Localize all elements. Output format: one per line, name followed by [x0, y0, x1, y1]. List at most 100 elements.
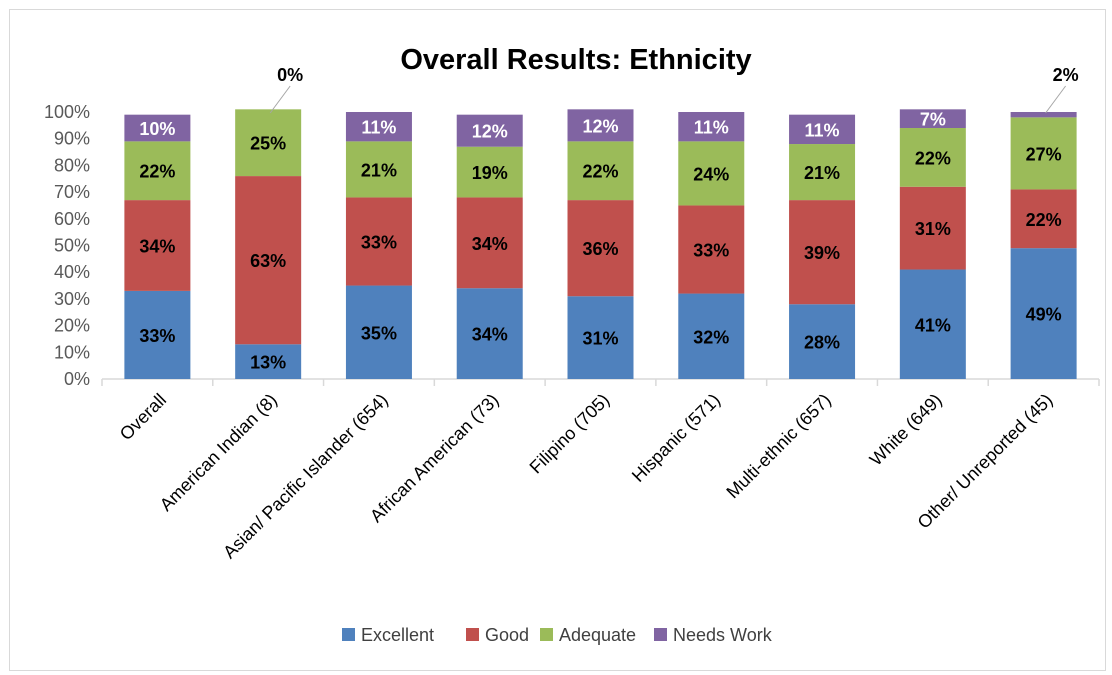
bar-segment	[456, 146, 523, 198]
bar-segment	[1010, 117, 1077, 190]
data-label: 22%	[1026, 210, 1062, 230]
data-labels: 33% 34% 22% 10% 13% 63% 25% 35% 33% 21% 11% 34% 34% 1…	[139, 110, 1061, 373]
callout-leader-line	[1045, 85, 1067, 114]
bar-segment	[678, 205, 745, 294]
bar-segment	[456, 197, 523, 289]
legend-item: Excellent	[342, 625, 434, 645]
bar-segment	[899, 109, 966, 129]
data-label: 24%	[693, 164, 729, 184]
bar-segment	[456, 288, 523, 379]
y-tick-label: 40%	[54, 262, 90, 282]
bar-segment	[567, 296, 634, 379]
bar-segment	[789, 304, 856, 379]
bar-segment	[456, 114, 523, 147]
data-label: 7%	[920, 110, 946, 130]
bar-segment	[567, 109, 634, 142]
y-tick-label: 0%	[64, 369, 90, 389]
bar-stacks	[124, 109, 1077, 379]
legend-item: Adequate	[540, 625, 636, 645]
bar-segment	[124, 141, 191, 201]
bar-segment	[678, 112, 745, 142]
data-label: 32%	[693, 327, 729, 347]
stacked-bar-chart: Overall Results: Ethnicity 0% 10% 20% 30% 40…	[44, 44, 1100, 645]
y-tick-label: 30%	[54, 289, 90, 309]
legend-swatch	[654, 628, 667, 641]
data-label: 31%	[915, 219, 951, 239]
data-label: 22%	[582, 162, 618, 182]
legend-label: Excellent	[361, 625, 434, 645]
bar-segment	[124, 290, 191, 379]
bar-segment	[345, 141, 412, 198]
bar-segment	[678, 141, 745, 206]
y-tick-label: 50%	[54, 236, 90, 256]
data-label: 28%	[804, 333, 840, 353]
bar-segment	[345, 285, 412, 379]
bar-segment	[235, 344, 302, 379]
bar-segment	[789, 114, 856, 145]
data-label: 11%	[694, 118, 729, 138]
data-label: 12%	[472, 122, 508, 142]
bar-segment	[899, 186, 966, 270]
callout-label: 0%	[277, 65, 303, 85]
y-tick-label: 20%	[54, 316, 90, 336]
data-label: 33%	[139, 326, 175, 346]
bar-segment	[899, 269, 966, 379]
bar-segment	[235, 109, 302, 177]
data-label: 12%	[582, 116, 618, 136]
bar-segment	[124, 200, 191, 291]
x-tick-label: African American (73)	[366, 390, 503, 527]
y-tick-label: 80%	[54, 155, 90, 175]
legend-label: Needs Work	[673, 625, 773, 645]
data-label: 19%	[472, 163, 508, 183]
legend-swatch	[540, 628, 553, 641]
data-label: 34%	[472, 325, 508, 345]
y-tick-label: 10%	[54, 342, 90, 362]
data-label: 39%	[804, 243, 840, 263]
x-tick-label: White (649)	[866, 390, 946, 470]
data-label: 21%	[804, 163, 840, 183]
data-label: 31%	[582, 329, 618, 349]
bar-segment	[899, 128, 966, 187]
callout-labels: 0% 2%	[269, 65, 1079, 114]
data-label: 35%	[361, 323, 397, 343]
bar-segment	[1010, 112, 1077, 118]
data-label: 22%	[915, 148, 951, 168]
data-label: 34%	[139, 237, 175, 257]
data-label: 34%	[472, 234, 508, 254]
data-label: 21%	[361, 160, 397, 180]
bar-segment	[1010, 189, 1077, 249]
legend-swatch	[342, 628, 355, 641]
y-axis: 0% 10% 20% 30% 40% 50% 60% 70% 80% 90% 100%	[44, 102, 90, 389]
y-tick-label: 60%	[54, 209, 90, 229]
bar-segment	[124, 114, 191, 142]
data-label: 63%	[250, 251, 286, 271]
legend-item: Good	[466, 625, 529, 645]
legend-label: Adequate	[559, 625, 636, 645]
data-label: 41%	[915, 315, 951, 335]
legend-item: Needs Work	[654, 625, 773, 645]
bar-segment	[1010, 248, 1077, 379]
callout-leader-line	[269, 85, 291, 114]
data-label: 27%	[1026, 144, 1062, 164]
legend-label: Good	[485, 625, 529, 645]
bar-segment	[567, 200, 634, 297]
bar-segment	[678, 293, 745, 379]
data-label: 33%	[361, 232, 397, 252]
data-label: 25%	[250, 134, 286, 154]
x-tick-label: American Indian (8)	[156, 390, 281, 515]
x-tick-label: Multi-ethnic (657)	[722, 390, 834, 502]
bar-segment	[345, 197, 412, 286]
legend: Excellent Good Adequate Needs Work	[342, 625, 773, 645]
x-tick-label: Overall	[116, 390, 170, 444]
y-tick-label: 90%	[54, 129, 90, 149]
bar-segment	[235, 176, 302, 345]
data-label: 11%	[805, 120, 840, 140]
chart-area: Overall Results: Ethnicity 0% 10% 20% 30% 40…	[9, 9, 1106, 671]
x-tick-label: Filipino (705)	[526, 390, 614, 478]
bar-segment	[789, 200, 856, 305]
data-label: 13%	[250, 353, 286, 373]
data-label: 49%	[1026, 305, 1062, 325]
data-label: 33%	[693, 241, 729, 261]
legend-swatch	[466, 628, 479, 641]
